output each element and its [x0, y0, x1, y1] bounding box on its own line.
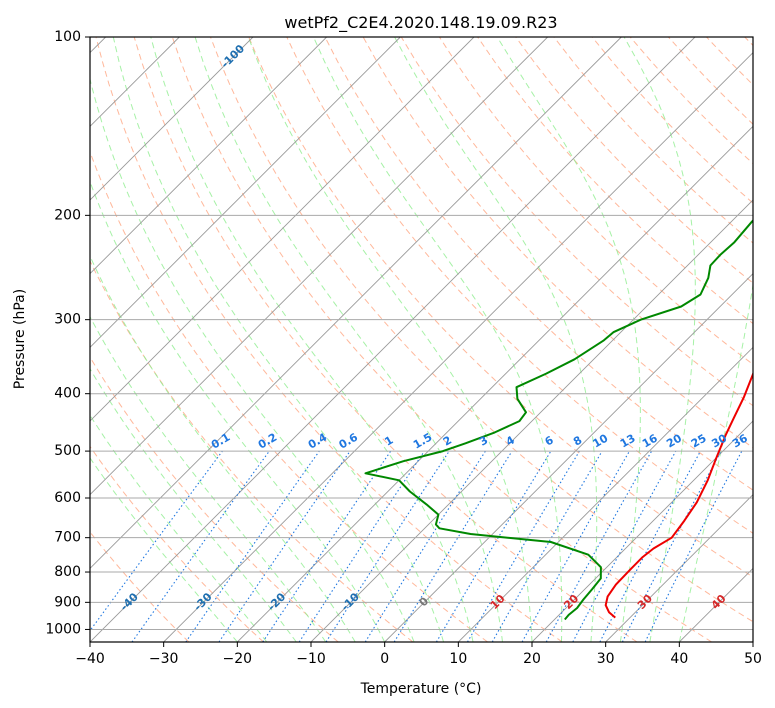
dry-adiabat [90, 445, 264, 642]
x-tick-label: 0 [380, 651, 389, 667]
isotherm-line [90, 37, 475, 422]
x-axis-title: Temperature (°C) [360, 681, 482, 697]
moist-adiabat [247, 37, 533, 642]
y-tick-label: 1000 [45, 621, 81, 637]
isotherm-line [605, 494, 753, 642]
x-tick-label: −20 [223, 651, 253, 667]
mixing-ratio-line [644, 450, 743, 642]
isotherm-line [90, 37, 548, 496]
moist-adiabat [90, 254, 356, 642]
y-tick-label: 500 [54, 443, 81, 459]
moist-adiabat [313, 37, 563, 642]
dry-adiabat [324, 37, 753, 491]
moist-adiabat [90, 76, 415, 642]
moist-adiabat [623, 37, 696, 642]
y-tick-label: 700 [54, 530, 81, 546]
isotherm-line [163, 52, 753, 642]
moist-adiabat [90, 315, 327, 642]
x-tick-label: 10 [449, 651, 467, 667]
chart-title: wetPf2_C2E4.2020.148.19.09.R23 [284, 13, 557, 33]
mixing-ratio-line [572, 450, 677, 642]
y-tick-label: 100 [54, 29, 81, 45]
mixing-ratio-line [218, 450, 351, 642]
y-tick-label: 600 [54, 490, 81, 506]
dry-adiabat [210, 37, 753, 623]
moist-adiabat [194, 37, 503, 642]
dry-adiabat [248, 37, 753, 578]
moist-adiabat [678, 282, 753, 642]
x-axis: −40 −30 −20 −10 0 10 20 30 40 50 [75, 642, 762, 667]
isotherm-line [90, 37, 622, 569]
dry-adiabat [515, 37, 753, 284]
mixing-ratio-line [325, 450, 450, 642]
isotherm-line [237, 125, 753, 642]
y-tick-label: 900 [54, 594, 81, 610]
x-tick-label: −30 [149, 651, 179, 667]
moist-adiabat [496, 37, 641, 642]
mixing-ratio-line [185, 450, 320, 642]
isotherm-line [458, 346, 753, 642]
mixing-ratio-line [545, 450, 653, 642]
dry-adiabat [171, 37, 712, 642]
x-tick-label: −10 [296, 651, 326, 667]
sounding-series [364, 219, 753, 621]
moist-adiabat [112, 37, 445, 642]
y-axis-title: Pressure (hPa) [12, 289, 28, 389]
moist-adiabat [90, 414, 268, 642]
dry-adiabat [133, 37, 638, 642]
isotherm-line [90, 37, 696, 642]
mixing-ratio-line [262, 450, 392, 642]
mixing-ratio-line [90, 450, 223, 632]
mixing-ratio-line [521, 450, 630, 642]
moist-adiabat [90, 457, 238, 642]
plot-frame [89, 36, 754, 643]
isotherm-line [384, 273, 753, 642]
mixing-ratio-line [298, 450, 425, 642]
moist-adiabat [394, 37, 598, 642]
y-axis: 100 200 300 400 500 600 700 800 900 1000 [45, 29, 90, 637]
isotherm-line [90, 37, 327, 275]
dewpoint-line [364, 219, 753, 621]
moist-adiabat [90, 367, 297, 642]
temperature-line [604, 371, 753, 619]
x-tick-label: 40 [670, 651, 688, 667]
isotherm-line [531, 420, 753, 642]
y-tick-label: 300 [54, 312, 81, 328]
x-tick-label: 20 [523, 651, 541, 667]
background-lines [90, 37, 753, 642]
y-tick-label: 400 [54, 386, 81, 402]
y-tick-label: 800 [54, 564, 81, 580]
isotherm-line [90, 37, 401, 348]
x-tick-label: −40 [75, 651, 105, 667]
dry-adiabat [90, 356, 339, 642]
dry-adiabat [286, 37, 753, 534]
y-tick-label: 200 [54, 207, 81, 223]
isotherm-line [310, 199, 753, 642]
x-tick-label: 50 [744, 651, 762, 667]
dry-adiabat [90, 259, 414, 642]
isotherm-line [90, 37, 254, 201]
moist-adiabat [150, 37, 474, 642]
mixing-ratio-line [131, 450, 270, 642]
mixing-ratio-line [393, 450, 513, 642]
dry-adiabat [95, 37, 563, 642]
x-tick-label: 30 [597, 651, 615, 667]
